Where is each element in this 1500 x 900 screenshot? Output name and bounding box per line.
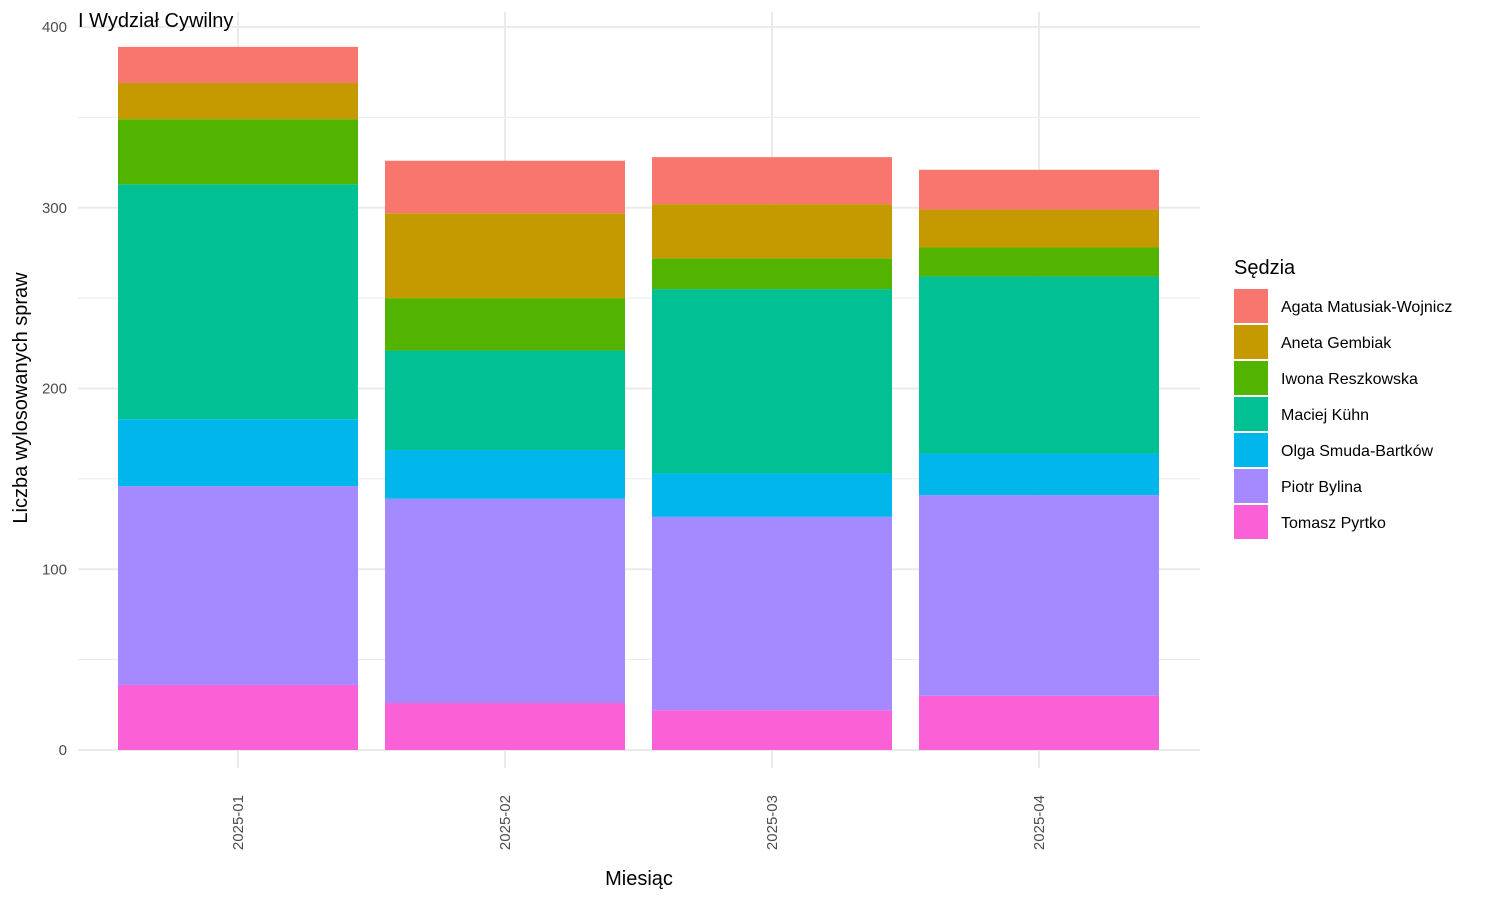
bar-segment	[118, 83, 358, 120]
y-tick-label: 400	[42, 19, 67, 36]
legend-key	[1234, 289, 1268, 323]
bar-segment	[118, 486, 358, 685]
x-axis: 2025-01 2025-02 2025-03 2025-04	[230, 795, 1048, 850]
bar-segment	[919, 453, 1159, 496]
y-tick-label: 200	[42, 381, 67, 398]
legend: Sędzia Agata Matusiak-Wojnicz Aneta Gembi…	[1234, 257, 1452, 539]
bar-segment	[118, 119, 358, 185]
legend-key	[1234, 433, 1268, 467]
bar-segment	[919, 276, 1159, 454]
legend-key	[1234, 361, 1268, 395]
legend-key	[1234, 505, 1268, 539]
legend-label: Aneta Gembiak	[1281, 335, 1392, 352]
bar-segment	[919, 247, 1159, 277]
legend-label: Agata Matusiak-Wojnicz	[1281, 299, 1452, 316]
legend-title: Sędzia	[1234, 257, 1296, 279]
bar-segment	[652, 473, 892, 517]
legend-label: Piotr Bylina	[1281, 479, 1362, 496]
bar-segment	[385, 703, 625, 750]
y-tick-label: 0	[59, 742, 67, 759]
bar-segment	[118, 184, 358, 420]
x-tick-label: 2025-03	[764, 795, 781, 850]
chart-title: I Wydział Cywilny	[78, 10, 233, 32]
bar-segment	[652, 204, 892, 259]
bar-segment	[385, 298, 625, 351]
bar-segment	[652, 258, 892, 290]
bar-segment	[385, 350, 625, 450]
x-tick-label: 2025-04	[1031, 795, 1048, 850]
legend-key	[1234, 469, 1268, 503]
bar-segment	[652, 289, 892, 474]
bar-segment	[385, 498, 625, 704]
legend-label: Olga Smuda-Bartków	[1281, 443, 1434, 460]
x-tick-label: 2025-01	[230, 795, 247, 850]
y-axis-title: Liczba wylosowanych spraw	[10, 272, 32, 524]
y-tick-label: 300	[42, 200, 67, 217]
bar-segment	[919, 209, 1159, 248]
legend-key	[1234, 325, 1268, 359]
legend-label: Tomasz Pyrtko	[1281, 515, 1386, 532]
legend-label: Maciej Kühn	[1281, 407, 1369, 424]
bar-segment	[652, 157, 892, 205]
bar-segment	[118, 419, 358, 487]
bar-segment	[919, 495, 1159, 696]
bar-segment	[385, 449, 625, 499]
bar-segment	[385, 213, 625, 299]
legend-label: Iwona Reszkowska	[1281, 371, 1418, 388]
bar-segment	[919, 695, 1159, 750]
y-axis: 0 100 200 300 400	[42, 19, 67, 759]
legend-key	[1234, 397, 1268, 431]
bar-segment	[652, 710, 892, 750]
bar-segment	[385, 160, 625, 214]
bar-segment	[118, 46, 358, 84]
x-tick-label: 2025-02	[497, 795, 514, 850]
bars	[118, 46, 1159, 750]
x-axis-title: Miesiąc	[605, 868, 673, 890]
bar-segment	[919, 169, 1159, 210]
bar-segment	[652, 516, 892, 711]
bar-segment	[118, 684, 358, 750]
y-tick-label: 100	[42, 561, 67, 578]
